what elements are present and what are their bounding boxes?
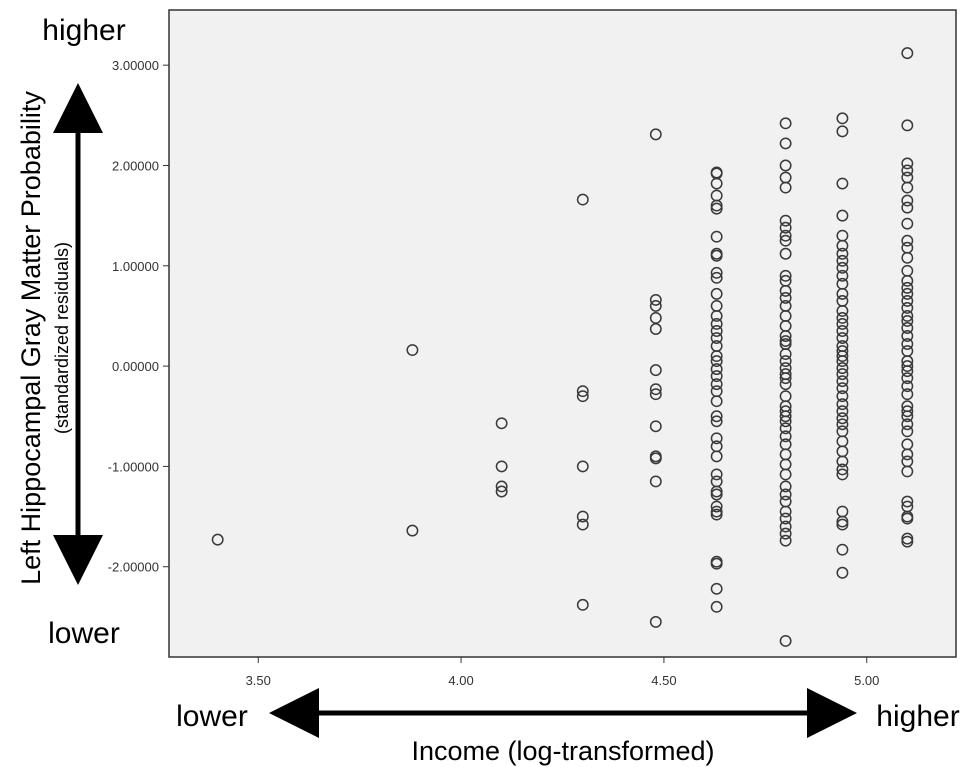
y-axis-sublabel: (standardized residuals)	[52, 242, 72, 434]
y-axis-ticks: 3.00000 2.00000 1.00000 0.00000 -1.00000 -2.0…	[108, 58, 169, 575]
y-tick-label: -2.00000	[108, 560, 159, 575]
x-tick-label: 5.00	[854, 673, 879, 688]
y-tick-label: -1.00000	[108, 459, 159, 474]
y-arrow-high-label: higher	[42, 14, 125, 47]
y-axis-label: Left Hippocampal Gray Matter Probability	[16, 91, 46, 585]
x-arrow-high-label: higher	[876, 700, 959, 733]
y-tick-label: 2.00000	[112, 158, 159, 173]
x-tick-label: 3.50	[246, 673, 271, 688]
x-tick-label: 4.50	[651, 673, 676, 688]
x-axis-ticks: 3.50 4.00 4.50 5.00	[246, 657, 880, 688]
y-tick-label: 3.00000	[112, 58, 159, 73]
y-tick-label: 1.00000	[112, 259, 159, 274]
x-arrow-low-label: lower	[176, 700, 248, 733]
x-axis-label: Income (log-transformed)	[411, 736, 714, 766]
y-tick-label: 0.00000	[112, 359, 159, 374]
x-tick-label: 4.00	[448, 673, 473, 688]
y-arrow-low-label: lower	[48, 617, 120, 650]
